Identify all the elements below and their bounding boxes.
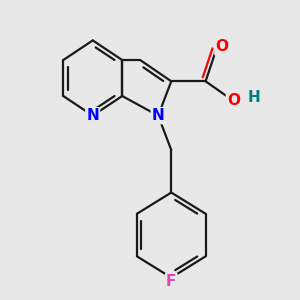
- Text: N: N: [86, 108, 99, 123]
- Text: O: O: [227, 93, 240, 108]
- Text: H: H: [247, 90, 260, 105]
- Text: N: N: [152, 108, 165, 123]
- Text: F: F: [166, 274, 176, 289]
- Text: O: O: [215, 39, 229, 54]
